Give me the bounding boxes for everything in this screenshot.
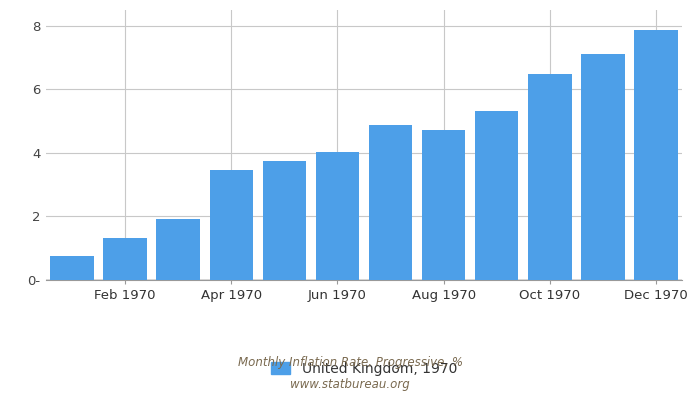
Text: Monthly Inflation Rate, Progressive, %: Monthly Inflation Rate, Progressive, %	[237, 356, 463, 369]
Legend: United Kingdom, 1970: United Kingdom, 1970	[271, 362, 457, 376]
Bar	[475, 111, 519, 280]
Bar	[262, 160, 306, 280]
Bar	[104, 238, 147, 280]
Bar	[581, 54, 624, 280]
Bar	[369, 125, 412, 280]
Bar	[316, 152, 359, 280]
Bar	[209, 170, 253, 280]
Bar	[528, 74, 572, 280]
Bar	[156, 219, 200, 280]
Bar	[422, 130, 466, 280]
Bar	[634, 30, 678, 280]
Text: www.statbureau.org: www.statbureau.org	[290, 378, 410, 391]
Bar	[50, 256, 94, 280]
